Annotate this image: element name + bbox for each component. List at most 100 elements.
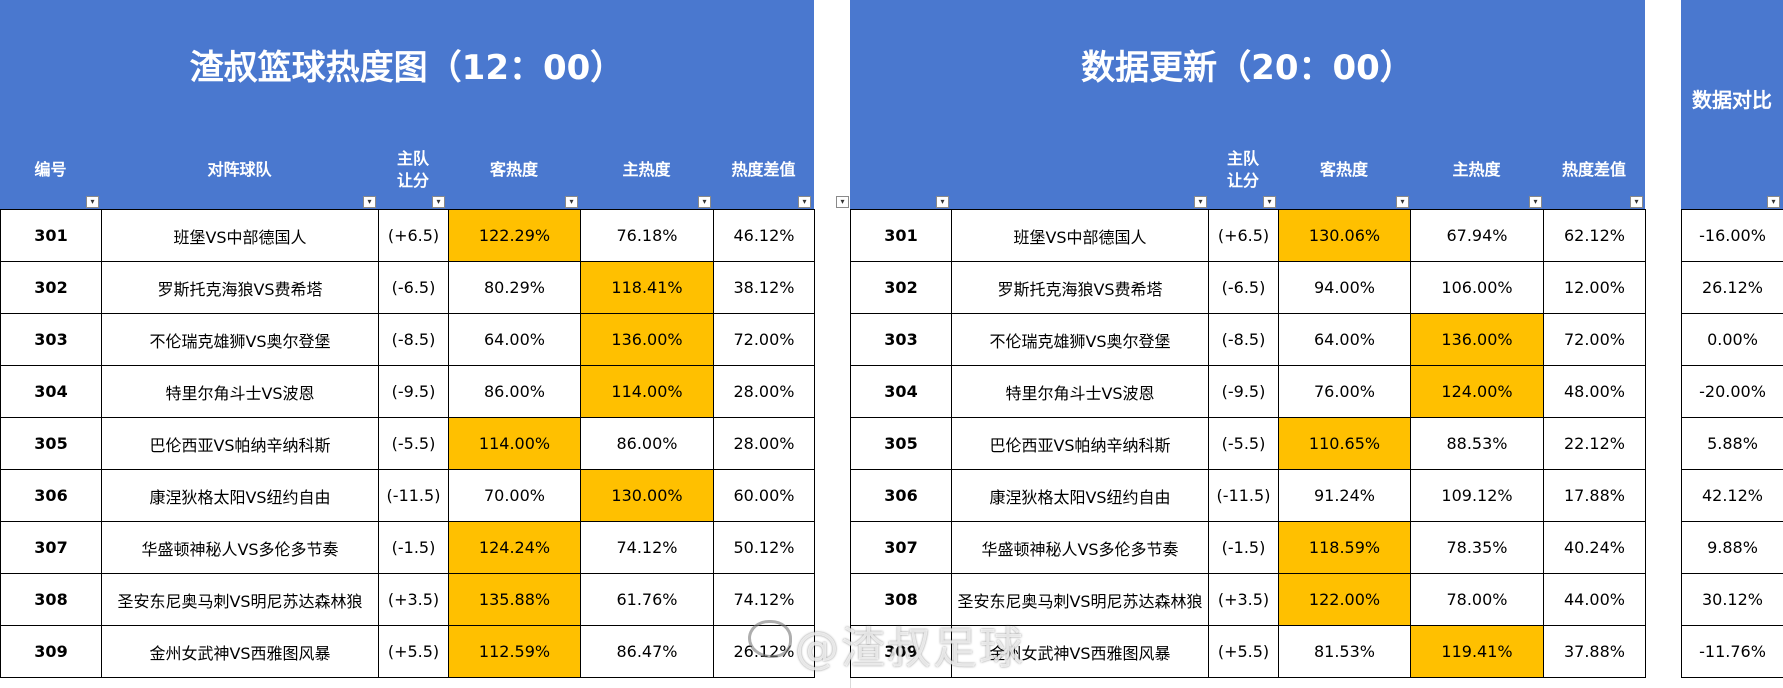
row-spread[interactable]: (+5.5): [1208, 625, 1279, 678]
row-id[interactable]: 309: [850, 625, 952, 678]
row-id[interactable]: 305: [850, 417, 952, 470]
row-heat-diff[interactable]: 17.88%: [1543, 469, 1646, 522]
row-match[interactable]: 康涅狄格太阳VS纽约自由: [951, 469, 1209, 522]
row-compare-value[interactable]: 42.12%: [1681, 469, 1783, 522]
row-away-heat[interactable]: 130.06%: [1278, 209, 1411, 262]
row-id[interactable]: 302: [0, 261, 102, 314]
row-id[interactable]: 304: [0, 365, 102, 418]
filter-dropdown-icon[interactable]: ▾: [1396, 196, 1409, 208]
row-match[interactable]: 罗斯托克海狼VS费希塔: [951, 261, 1209, 314]
row-home-heat[interactable]: 106.00%: [1410, 261, 1544, 314]
row-home-heat[interactable]: 119.41%: [1410, 625, 1544, 678]
row-match[interactable]: 巴伦西亚VS帕纳辛纳科斯: [951, 417, 1209, 470]
row-away-heat[interactable]: 110.65%: [1278, 417, 1411, 470]
row-compare-value[interactable]: 30.12%: [1681, 573, 1783, 626]
filter-dropdown-icon[interactable]: ▾: [798, 196, 811, 208]
filter-dropdown-icon[interactable]: ▾: [86, 196, 99, 208]
row-spread[interactable]: (+6.5): [1208, 209, 1279, 262]
row-away-heat[interactable]: 124.24%: [448, 521, 581, 574]
row-spread[interactable]: (+3.5): [1208, 573, 1279, 626]
filter-dropdown-icon[interactable]: ▾: [1529, 196, 1542, 208]
row-spread[interactable]: (-11.5): [1208, 469, 1279, 522]
filter-dropdown-icon[interactable]: ▾: [432, 196, 445, 208]
row-match[interactable]: 金州女武神VS西雅图风暴: [101, 625, 379, 678]
row-id[interactable]: 307: [0, 521, 102, 574]
row-spread[interactable]: (+5.5): [378, 625, 449, 678]
row-match[interactable]: 特里尔角斗士VS波恩: [951, 365, 1209, 418]
row-spread[interactable]: (-11.5): [378, 469, 449, 522]
row-compare-value[interactable]: -20.00%: [1681, 365, 1783, 418]
filter-dropdown-icon[interactable]: ▾: [565, 196, 578, 208]
row-heat-diff[interactable]: 46.12%: [713, 209, 815, 262]
filter-dropdown-icon[interactable]: ▾: [1194, 196, 1207, 208]
row-spread[interactable]: (-9.5): [378, 365, 449, 418]
row-heat-diff[interactable]: 38.12%: [713, 261, 815, 314]
row-away-heat[interactable]: 114.00%: [448, 417, 581, 470]
row-heat-diff[interactable]: 28.00%: [713, 365, 815, 418]
row-match[interactable]: 巴伦西亚VS帕纳辛纳科斯: [101, 417, 379, 470]
row-id[interactable]: 303: [850, 313, 952, 366]
row-id[interactable]: 306: [0, 469, 102, 522]
row-match[interactable]: 圣安东尼奥马刺VS明尼苏达森林狼: [101, 573, 379, 626]
row-heat-diff[interactable]: 48.00%: [1543, 365, 1646, 418]
row-away-heat[interactable]: 91.24%: [1278, 469, 1411, 522]
row-match[interactable]: 康涅狄格太阳VS纽约自由: [101, 469, 379, 522]
row-heat-diff[interactable]: 37.88%: [1543, 625, 1646, 678]
row-home-heat[interactable]: 67.94%: [1410, 209, 1544, 262]
row-away-heat[interactable]: 112.59%: [448, 625, 581, 678]
row-heat-diff[interactable]: 22.12%: [1543, 417, 1646, 470]
row-match[interactable]: 不伦瑞克雄狮VS奥尔登堡: [951, 313, 1209, 366]
row-match[interactable]: 金州女武神VS西雅图风暴: [951, 625, 1209, 678]
filter-dropdown-icon[interactable]: ▾: [363, 196, 376, 208]
row-compare-value[interactable]: 26.12%: [1681, 261, 1783, 314]
row-heat-diff[interactable]: 28.00%: [713, 417, 815, 470]
row-id[interactable]: 309: [0, 625, 102, 678]
row-id[interactable]: 303: [0, 313, 102, 366]
row-away-heat[interactable]: 81.53%: [1278, 625, 1411, 678]
row-heat-diff[interactable]: 60.00%: [713, 469, 815, 522]
row-home-heat[interactable]: 118.41%: [580, 261, 714, 314]
filter-dropdown-icon[interactable]: ▾: [1263, 196, 1276, 208]
row-spread[interactable]: (+3.5): [378, 573, 449, 626]
row-away-heat[interactable]: 118.59%: [1278, 521, 1411, 574]
row-away-heat[interactable]: 135.88%: [448, 573, 581, 626]
row-home-heat[interactable]: 74.12%: [580, 521, 714, 574]
row-match[interactable]: 华盛顿神秘人VS多伦多节奏: [101, 521, 379, 574]
row-id[interactable]: 307: [850, 521, 952, 574]
row-spread[interactable]: (-6.5): [378, 261, 449, 314]
row-spread[interactable]: (-1.5): [378, 521, 449, 574]
row-spread[interactable]: (-9.5): [1208, 365, 1279, 418]
row-id[interactable]: 302: [850, 261, 952, 314]
row-id[interactable]: 306: [850, 469, 952, 522]
row-heat-diff[interactable]: 72.00%: [713, 313, 815, 366]
row-match[interactable]: 圣安东尼奥马刺VS明尼苏达森林狼: [951, 573, 1209, 626]
row-home-heat[interactable]: 76.18%: [580, 209, 714, 262]
row-home-heat[interactable]: 86.00%: [580, 417, 714, 470]
row-home-heat[interactable]: 136.00%: [1410, 313, 1544, 366]
row-away-heat[interactable]: 122.00%: [1278, 573, 1411, 626]
row-heat-diff[interactable]: 74.12%: [713, 573, 815, 626]
row-away-heat[interactable]: 64.00%: [448, 313, 581, 366]
row-id[interactable]: 301: [0, 209, 102, 262]
row-heat-diff[interactable]: 44.00%: [1543, 573, 1646, 626]
row-home-heat[interactable]: 78.00%: [1410, 573, 1544, 626]
filter-dropdown-icon[interactable]: ▾: [1630, 196, 1643, 208]
row-heat-diff[interactable]: 12.00%: [1543, 261, 1646, 314]
row-away-heat[interactable]: 94.00%: [1278, 261, 1411, 314]
row-home-heat[interactable]: 61.76%: [580, 573, 714, 626]
row-match[interactable]: 特里尔角斗士VS波恩: [101, 365, 379, 418]
filter-dropdown-icon[interactable]: ▾: [698, 196, 711, 208]
row-spread[interactable]: (-5.5): [378, 417, 449, 470]
row-id[interactable]: 308: [0, 573, 102, 626]
filter-dropdown-icon[interactable]: ▾: [836, 196, 849, 208]
row-id[interactable]: 301: [850, 209, 952, 262]
row-home-heat[interactable]: 114.00%: [580, 365, 714, 418]
row-match[interactable]: 华盛顿神秘人VS多伦多节奏: [951, 521, 1209, 574]
row-home-heat[interactable]: 86.47%: [580, 625, 714, 678]
row-compare-value[interactable]: -11.76%: [1681, 625, 1783, 678]
row-match[interactable]: 班堡VS中部德国人: [951, 209, 1209, 262]
row-compare-value[interactable]: 9.88%: [1681, 521, 1783, 574]
row-id[interactable]: 305: [0, 417, 102, 470]
row-spread[interactable]: (-8.5): [378, 313, 449, 366]
row-id[interactable]: 308: [850, 573, 952, 626]
